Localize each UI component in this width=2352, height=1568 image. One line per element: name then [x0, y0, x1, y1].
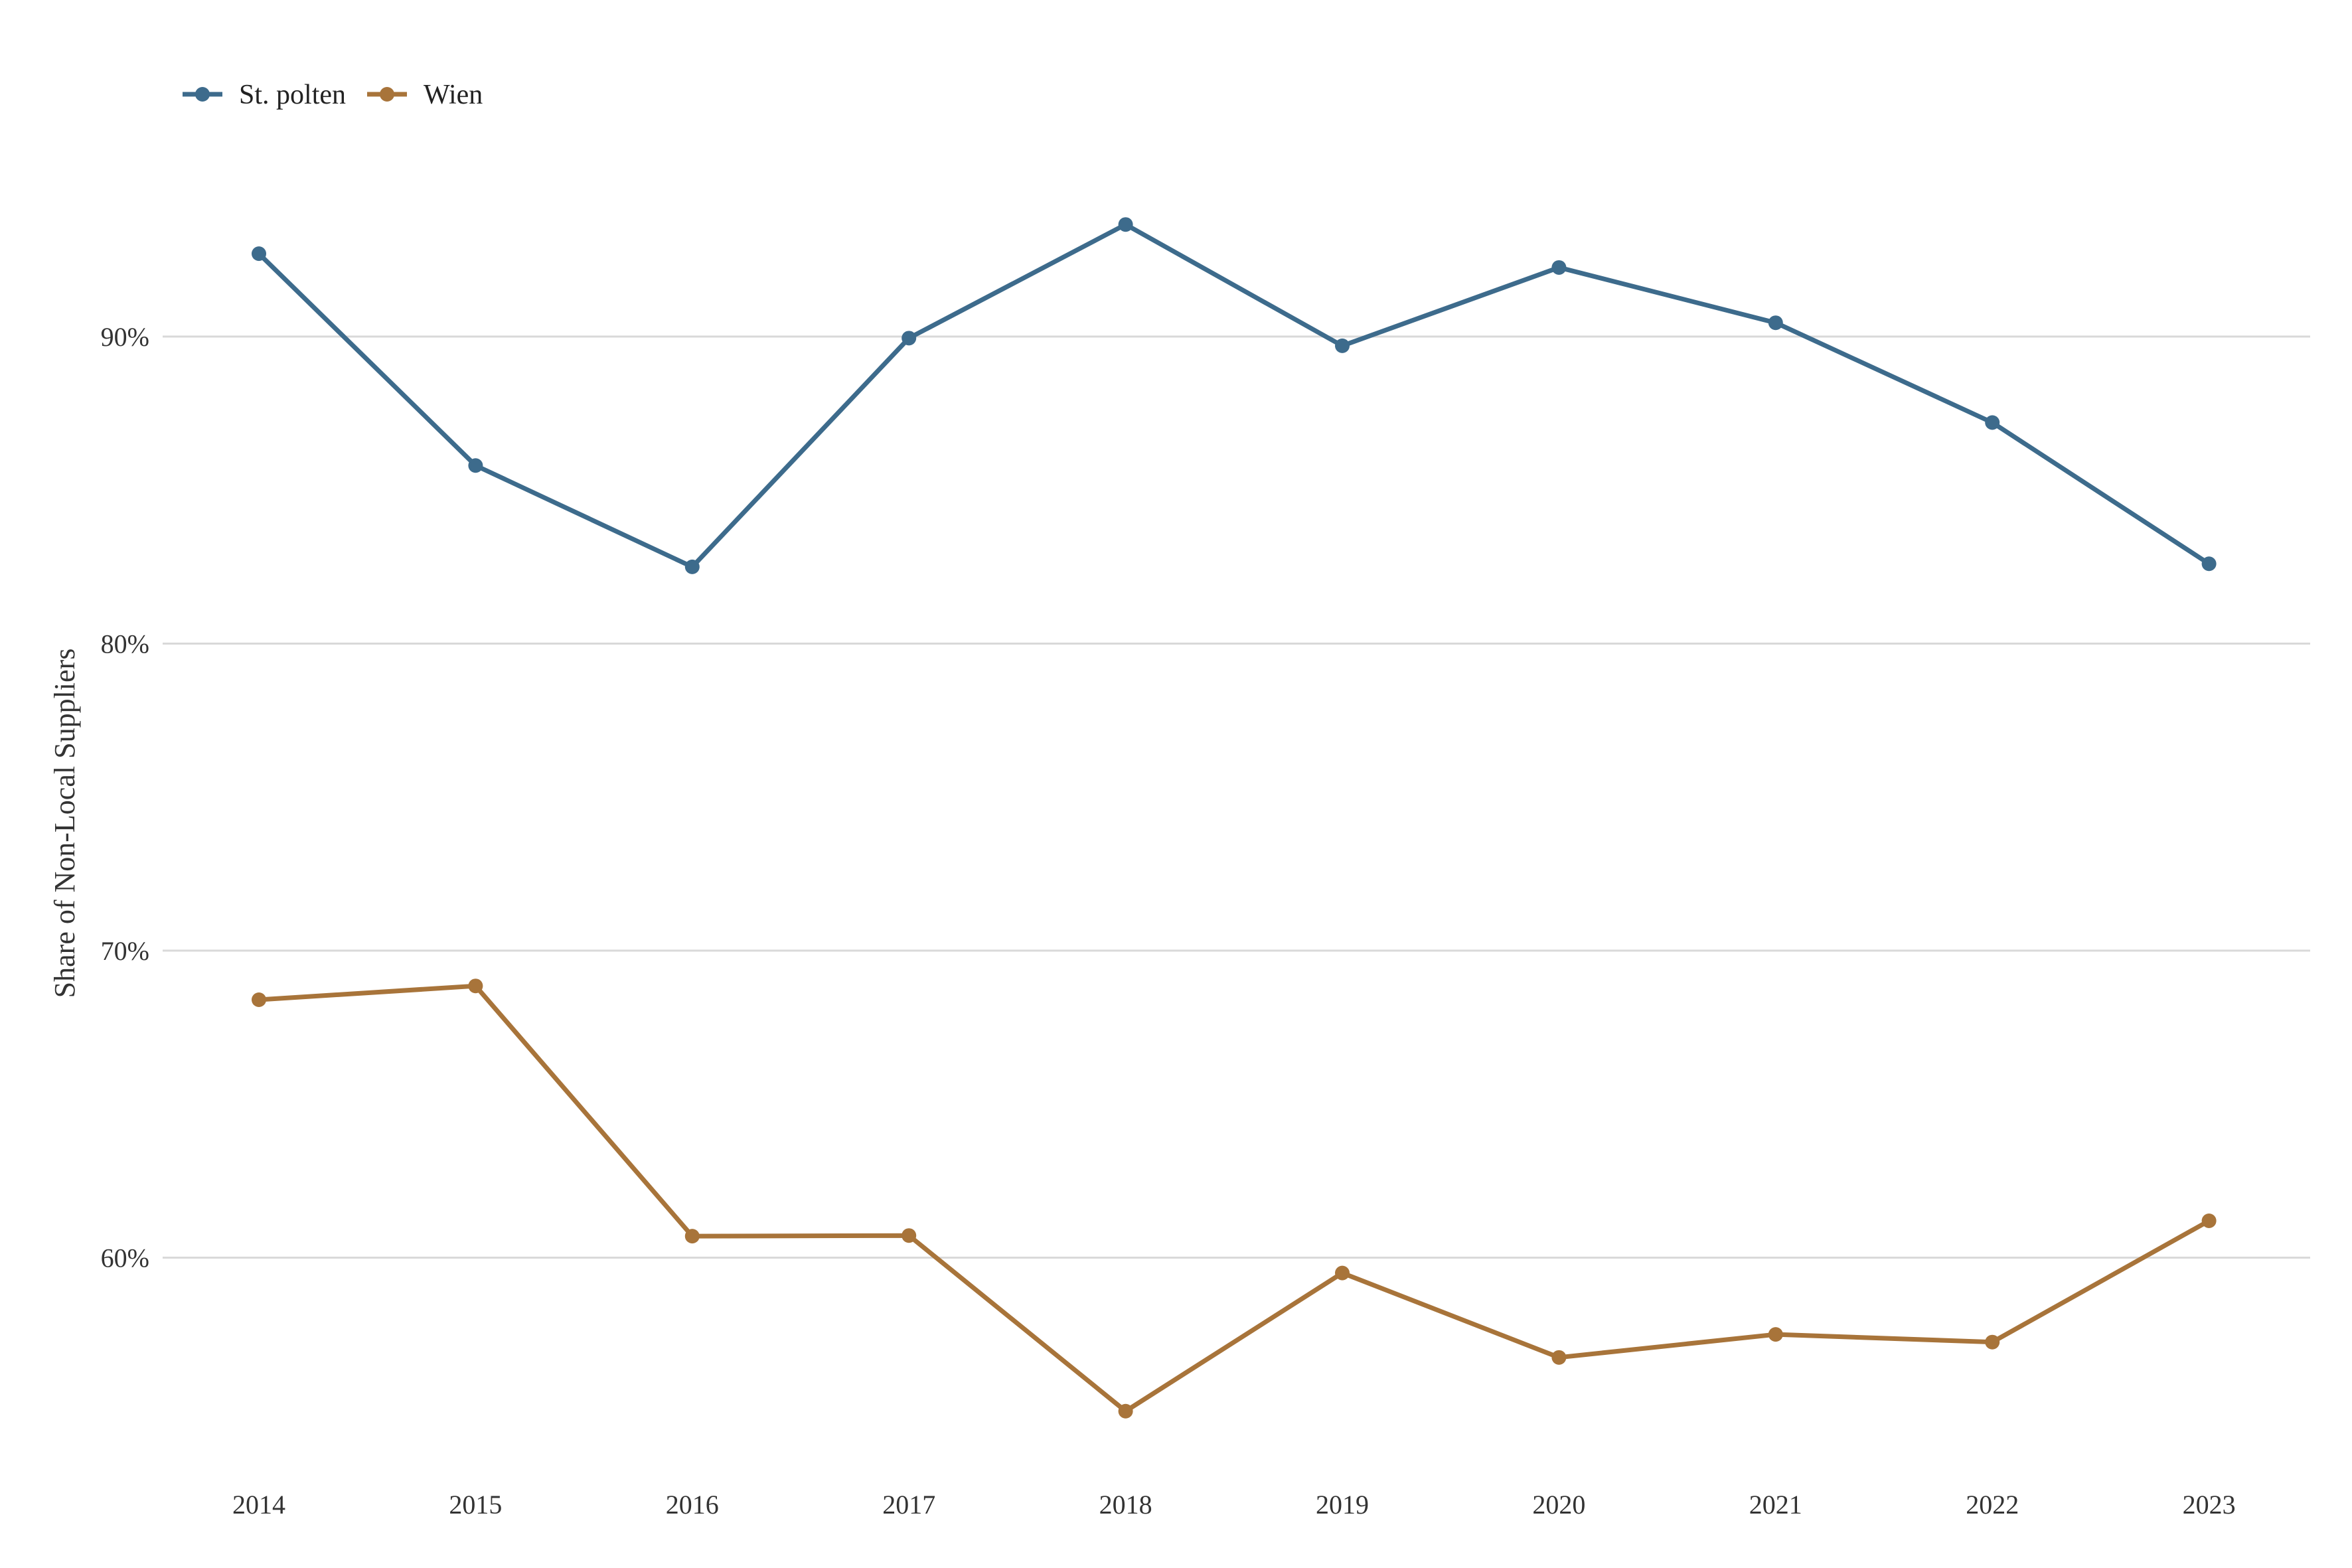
data-point — [902, 331, 917, 346]
legend-swatch-point — [380, 87, 395, 102]
x-tick-label: 2017 — [882, 1490, 935, 1520]
data-point — [1985, 1334, 2000, 1350]
data-point — [2201, 1214, 2217, 1228]
data-point — [1551, 1350, 1567, 1365]
gridlines — [163, 335, 2310, 1259]
x-tick-label: 2019 — [1316, 1490, 1369, 1520]
data-point — [1551, 260, 1567, 275]
series-line — [256, 983, 2212, 1414]
y-tick-label: 80% — [101, 629, 149, 659]
data-point — [468, 979, 483, 994]
legend-swatch-point — [195, 87, 210, 102]
x-tick-label: 2015 — [449, 1490, 502, 1520]
legend-label: St. polten — [239, 80, 346, 110]
series-line — [256, 222, 2212, 570]
y-axis-title: Share of Non-Local Suppliers — [48, 649, 81, 998]
y-tick-label: 70% — [101, 936, 149, 966]
data-point — [1335, 338, 1350, 353]
data-point — [1768, 315, 1783, 331]
x-axis-ticks: 2014 2015 2016 2017 2018 2019 2020 2021 2022 2023 — [232, 1490, 2236, 1520]
series-0 — [252, 217, 2217, 574]
data-point — [902, 1228, 917, 1243]
series-1 — [252, 979, 2217, 1419]
data-point — [252, 246, 266, 262]
data-point — [684, 1229, 700, 1244]
legend-item: St. polten — [183, 80, 346, 110]
series-group — [252, 217, 2217, 1419]
y-tick-label: 90% — [101, 322, 149, 352]
data-point — [684, 559, 700, 574]
x-tick-label: 2023 — [2183, 1490, 2236, 1520]
x-tick-label: 2020 — [1532, 1490, 1585, 1520]
data-point — [1768, 1327, 1783, 1342]
legend: St. polten Wien — [183, 80, 483, 110]
y-tick-label: 60% — [101, 1243, 149, 1273]
y-axis-ticks: 60% 70% 80% 90% — [101, 322, 149, 1273]
data-point — [1335, 1265, 1350, 1281]
data-point — [1118, 1403, 1133, 1419]
legend-item: Wien — [367, 80, 483, 110]
data-point — [1118, 217, 1133, 232]
x-tick-label: 2022 — [1966, 1490, 2019, 1520]
data-point — [2201, 556, 2217, 572]
data-point — [1985, 415, 2000, 430]
x-tick-label: 2021 — [1749, 1490, 1802, 1520]
x-tick-label: 2014 — [232, 1490, 285, 1520]
data-point — [252, 992, 266, 1007]
legend-label: Wien — [424, 80, 483, 110]
data-point — [468, 458, 483, 473]
x-tick-label: 2016 — [666, 1490, 719, 1520]
x-tick-label: 2018 — [1099, 1490, 1152, 1520]
